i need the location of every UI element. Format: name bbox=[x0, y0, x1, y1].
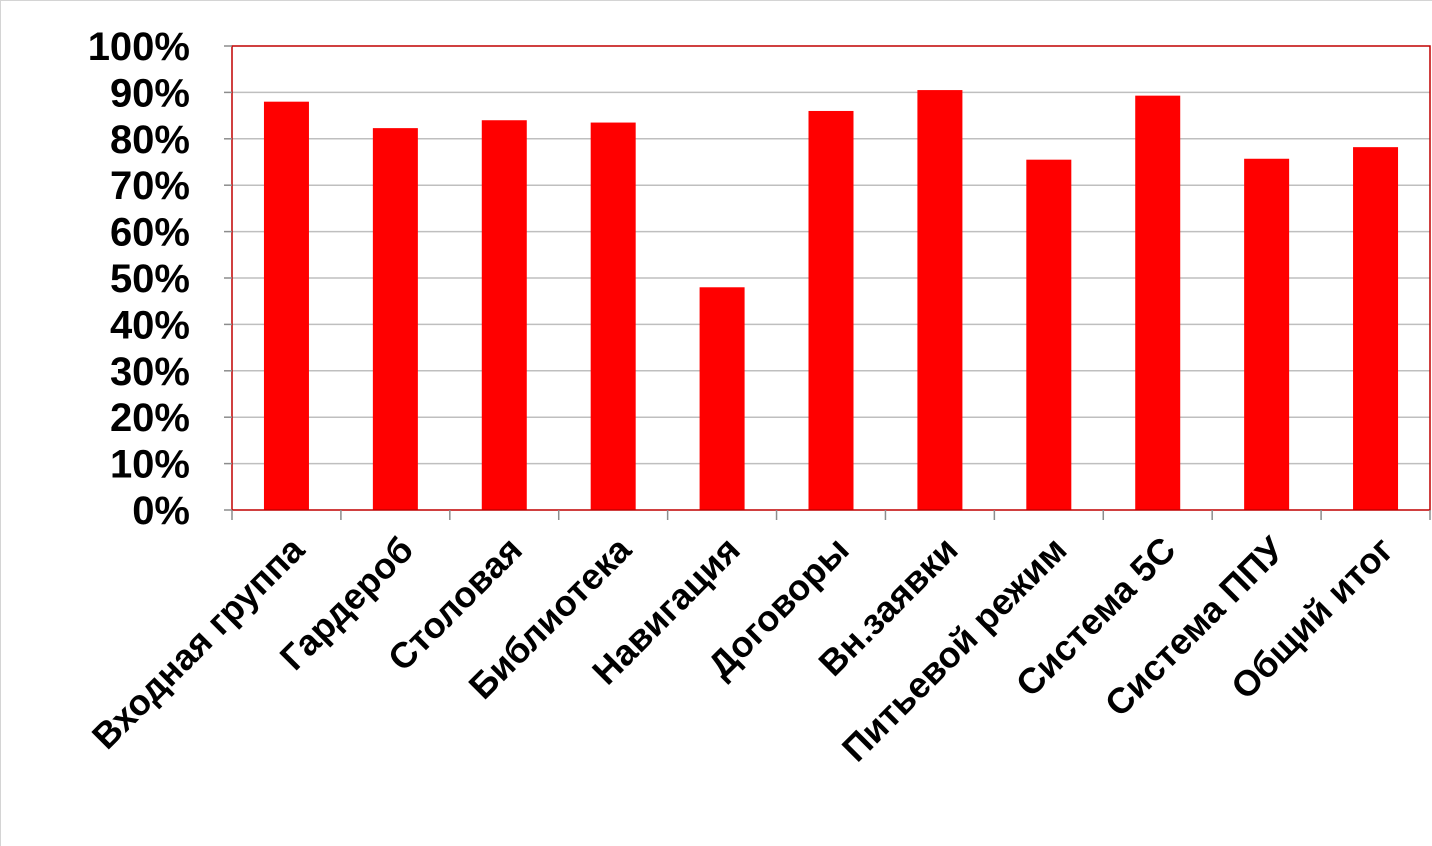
y-tick-label: 10% bbox=[110, 443, 190, 487]
y-tick-label: 30% bbox=[110, 350, 190, 394]
bar-9 bbox=[1135, 95, 1181, 510]
y-tick-label: 60% bbox=[110, 211, 190, 255]
y-tick-label: 0% bbox=[132, 489, 190, 533]
y-tick-label: 70% bbox=[110, 164, 190, 208]
bar-5 bbox=[699, 287, 745, 510]
bar-6 bbox=[808, 110, 854, 511]
bar-4 bbox=[590, 122, 636, 510]
bar-2 bbox=[372, 128, 418, 511]
y-tick-label: 20% bbox=[110, 396, 190, 440]
y-tick-label: 50% bbox=[110, 257, 190, 301]
bar-10 bbox=[1244, 158, 1290, 510]
bar-11 bbox=[1353, 147, 1399, 511]
y-tick-label: 40% bbox=[110, 303, 190, 347]
bar-3 bbox=[481, 120, 527, 511]
bar-8 bbox=[1026, 159, 1072, 510]
bar-1 bbox=[263, 101, 309, 511]
y-tick-label: 90% bbox=[110, 71, 190, 115]
y-tick-label: 100% bbox=[88, 25, 190, 69]
y-tick-label: 80% bbox=[110, 118, 190, 162]
bar-7 bbox=[917, 90, 963, 510]
